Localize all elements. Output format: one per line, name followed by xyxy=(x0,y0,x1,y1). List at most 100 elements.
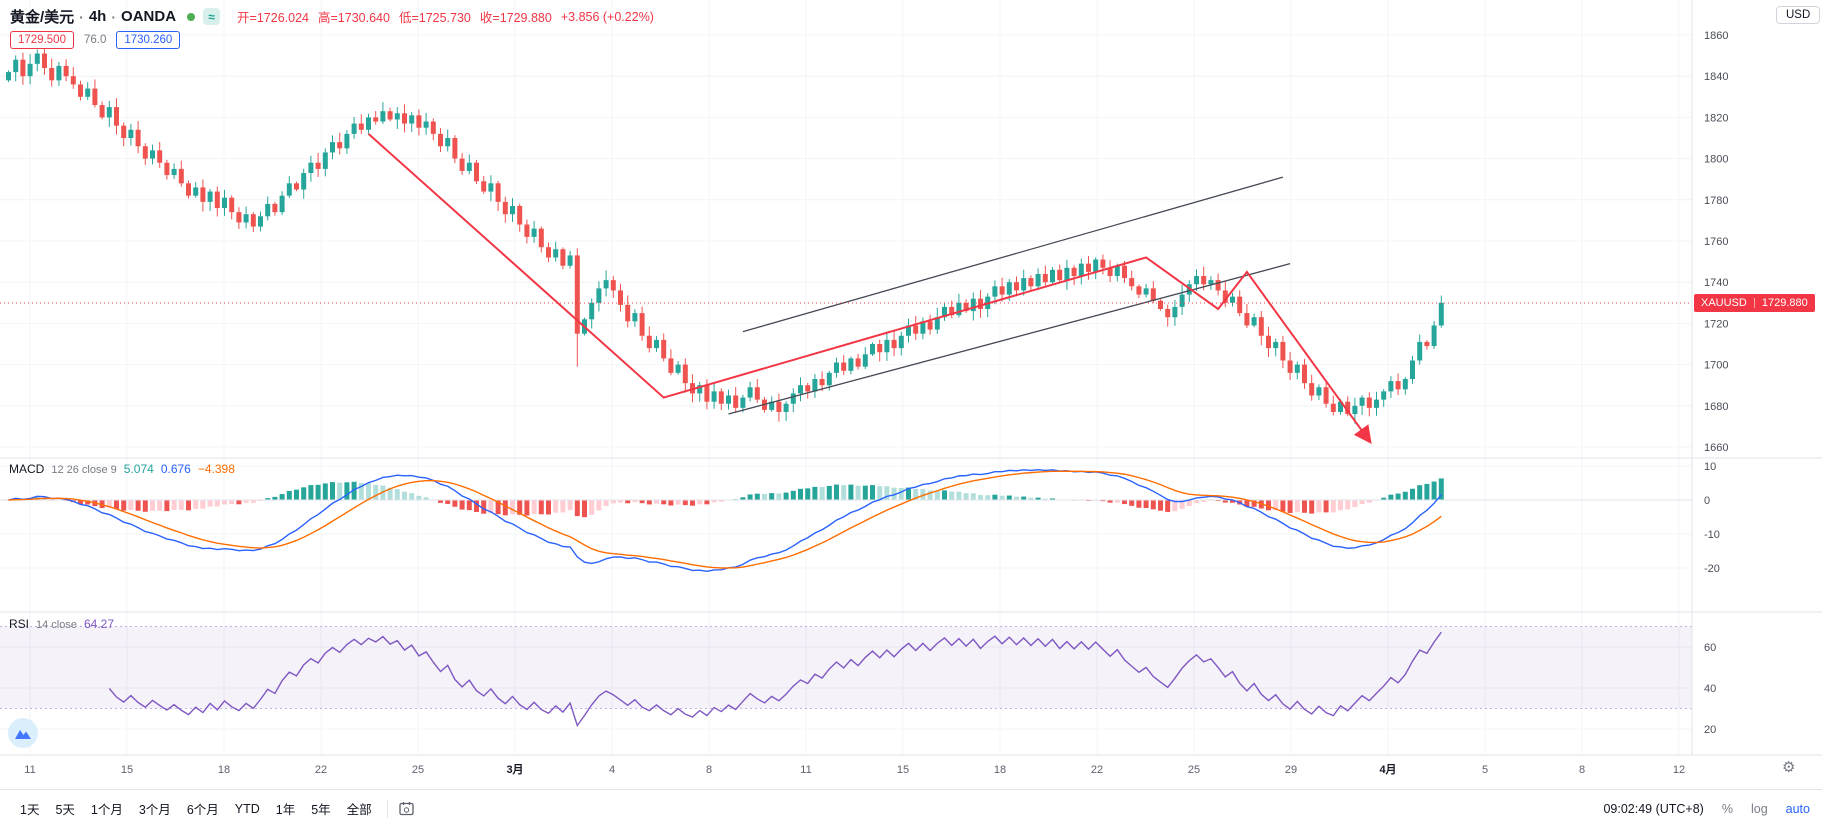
high-value: 1730.640 xyxy=(337,11,390,25)
svg-text:11: 11 xyxy=(800,764,811,776)
macd-signal-value: −4.398 xyxy=(197,462,235,476)
buy-price-tag[interactable]: 1730.260 xyxy=(116,31,181,49)
market-status-icon xyxy=(187,12,196,21)
rsi-value: 64.27 xyxy=(84,617,115,631)
svg-text:8: 8 xyxy=(1579,764,1585,776)
macd-hist-value: 5.074 xyxy=(123,462,154,476)
trend-drawings xyxy=(0,133,1692,445)
price-tags-row: 1729.500 76.0 1730.260 xyxy=(10,31,181,49)
open-value: 1726.024 xyxy=(256,11,309,25)
svg-text:8: 8 xyxy=(706,764,712,776)
high-label: 高= xyxy=(317,11,338,25)
svg-text:25: 25 xyxy=(1188,764,1200,776)
range-button-1个月[interactable]: 1个月 xyxy=(83,795,131,822)
currency-button[interactable]: USD xyxy=(1776,6,1821,24)
current-price-label: XAUUSD 1729.880 xyxy=(1694,294,1815,312)
macd-params: 12 26 close 9 xyxy=(51,464,117,476)
range-button-5天[interactable]: 5天 xyxy=(47,795,82,822)
svg-text:18: 18 xyxy=(994,764,1006,776)
symbol-title[interactable]: 黄金/美元 xyxy=(10,9,75,26)
range-button-YTD[interactable]: YTD xyxy=(227,798,268,820)
toolbar-divider xyxy=(386,799,388,818)
price-label-value: 1729.880 xyxy=(1761,297,1808,309)
mountain-logo-icon xyxy=(15,729,31,739)
open-label: 开= xyxy=(237,11,257,25)
price-axis[interactable] xyxy=(1692,0,1822,755)
spread-value: 76.0 xyxy=(83,34,107,46)
svg-text:15: 15 xyxy=(897,764,909,776)
svg-text:1720: 1720 xyxy=(1704,318,1728,330)
chart-canvas[interactable]: 1860184018201800178017601740172017001680… xyxy=(0,0,1822,789)
low-label: 低= xyxy=(398,11,419,25)
price-label-divider xyxy=(1753,298,1755,308)
svg-text:1820: 1820 xyxy=(1704,112,1728,124)
candlestick-series xyxy=(6,46,1444,424)
interval-label[interactable]: 4h xyxy=(88,8,107,25)
pane-separators xyxy=(0,0,1822,756)
svg-text:1860: 1860 xyxy=(1704,30,1728,42)
svg-text:1740: 1740 xyxy=(1704,277,1728,289)
range-button-3个月[interactable]: 3个月 xyxy=(131,795,179,822)
range-button-全部[interactable]: 全部 xyxy=(339,795,380,822)
sell-price-tag[interactable]: 1729.500 xyxy=(10,31,74,49)
svg-text:-20: -20 xyxy=(1704,563,1720,575)
log-scale-button[interactable]: log xyxy=(1750,801,1768,816)
rsi-pane xyxy=(0,626,1692,728)
svg-text:3月: 3月 xyxy=(506,763,523,776)
svg-text:11: 11 xyxy=(24,764,35,776)
rsi-legend[interactable]: RSI 14 close 64.27 xyxy=(9,617,114,631)
svg-text:40: 40 xyxy=(1704,683,1716,695)
auto-scale-button[interactable]: auto xyxy=(1785,801,1810,816)
svg-text:12: 12 xyxy=(1673,764,1685,776)
rsi-title: RSI xyxy=(9,617,30,631)
svg-text:4: 4 xyxy=(609,764,615,776)
svg-text:20: 20 xyxy=(1704,724,1716,736)
svg-text:-10: -10 xyxy=(1704,529,1720,541)
svg-text:1660: 1660 xyxy=(1704,442,1728,454)
tradingview-logo[interactable] xyxy=(8,718,38,748)
go-to-date-icon[interactable] xyxy=(395,797,418,820)
change-value: +3.856 (+0.22%) xyxy=(560,9,654,24)
clock: 09:02:49 (UTC+8) xyxy=(1603,801,1704,816)
close-label: 收= xyxy=(479,11,500,25)
svg-text:5: 5 xyxy=(1482,764,1488,776)
time-axis[interactable] xyxy=(0,756,1822,789)
ohlc-values: 开=1726.024 高=1730.640 低=1725.730 收=1729.… xyxy=(237,7,654,26)
svg-text:29: 29 xyxy=(1285,764,1297,776)
svg-text:4月: 4月 xyxy=(1379,763,1396,776)
svg-text:10: 10 xyxy=(1704,461,1716,473)
rsi-params: 14 close xyxy=(36,619,77,631)
toolbar-right: 09:02:49 (UTC+8) % log auto xyxy=(1603,802,1810,816)
svg-text:1760: 1760 xyxy=(1704,236,1728,248)
macd-title: MACD xyxy=(9,462,45,476)
gear-icon[interactable]: ⚙ xyxy=(1782,759,1796,776)
range-button-5年[interactable]: 5年 xyxy=(303,795,338,822)
svg-text:1840: 1840 xyxy=(1704,71,1728,83)
svg-text:18: 18 xyxy=(218,764,230,776)
separator-dot: · xyxy=(111,8,117,25)
macd-legend[interactable]: MACD 12 26 close 9 5.074 0.676 −4.398 xyxy=(9,462,235,476)
price-label-symbol: XAUUSD xyxy=(1701,297,1747,309)
percent-scale-button[interactable]: % xyxy=(1721,801,1733,816)
range-button-1年[interactable]: 1年 xyxy=(268,795,303,822)
realtime-data-icon: ≈ xyxy=(203,8,221,25)
separator-dot: · xyxy=(79,8,84,25)
range-button-6个月[interactable]: 6个月 xyxy=(179,795,227,822)
axis-labels: 1860184018201800178017601740172017001680… xyxy=(24,30,1728,776)
range-button-1天[interactable]: 1天 xyxy=(12,795,47,822)
svg-text:0: 0 xyxy=(1704,495,1710,507)
svg-text:1680: 1680 xyxy=(1704,401,1728,413)
svg-text:22: 22 xyxy=(1091,764,1103,776)
close-value: 1729.880 xyxy=(499,11,552,25)
chart-header: 黄金/美元 · 4h · OANDA ≈ 开=1726.024 高=1730.6… xyxy=(10,6,654,27)
svg-text:1800: 1800 xyxy=(1704,154,1728,166)
svg-text:1780: 1780 xyxy=(1704,195,1728,207)
macd-lines xyxy=(8,468,1442,572)
macd-line-value: 0.676 xyxy=(160,462,191,476)
svg-text:1700: 1700 xyxy=(1704,360,1728,372)
bottom-toolbar: 1天 5天 1个月 3个月 6个月 YTD 1年 5年 全部 09:02:49 (UTC+8) … xyxy=(0,789,1822,827)
macd-histogram xyxy=(0,478,1692,518)
svg-text:15: 15 xyxy=(121,764,133,776)
range-buttons: 1天 5天 1个月 3个月 6个月 YTD 1年 5年 全部 xyxy=(12,795,380,822)
